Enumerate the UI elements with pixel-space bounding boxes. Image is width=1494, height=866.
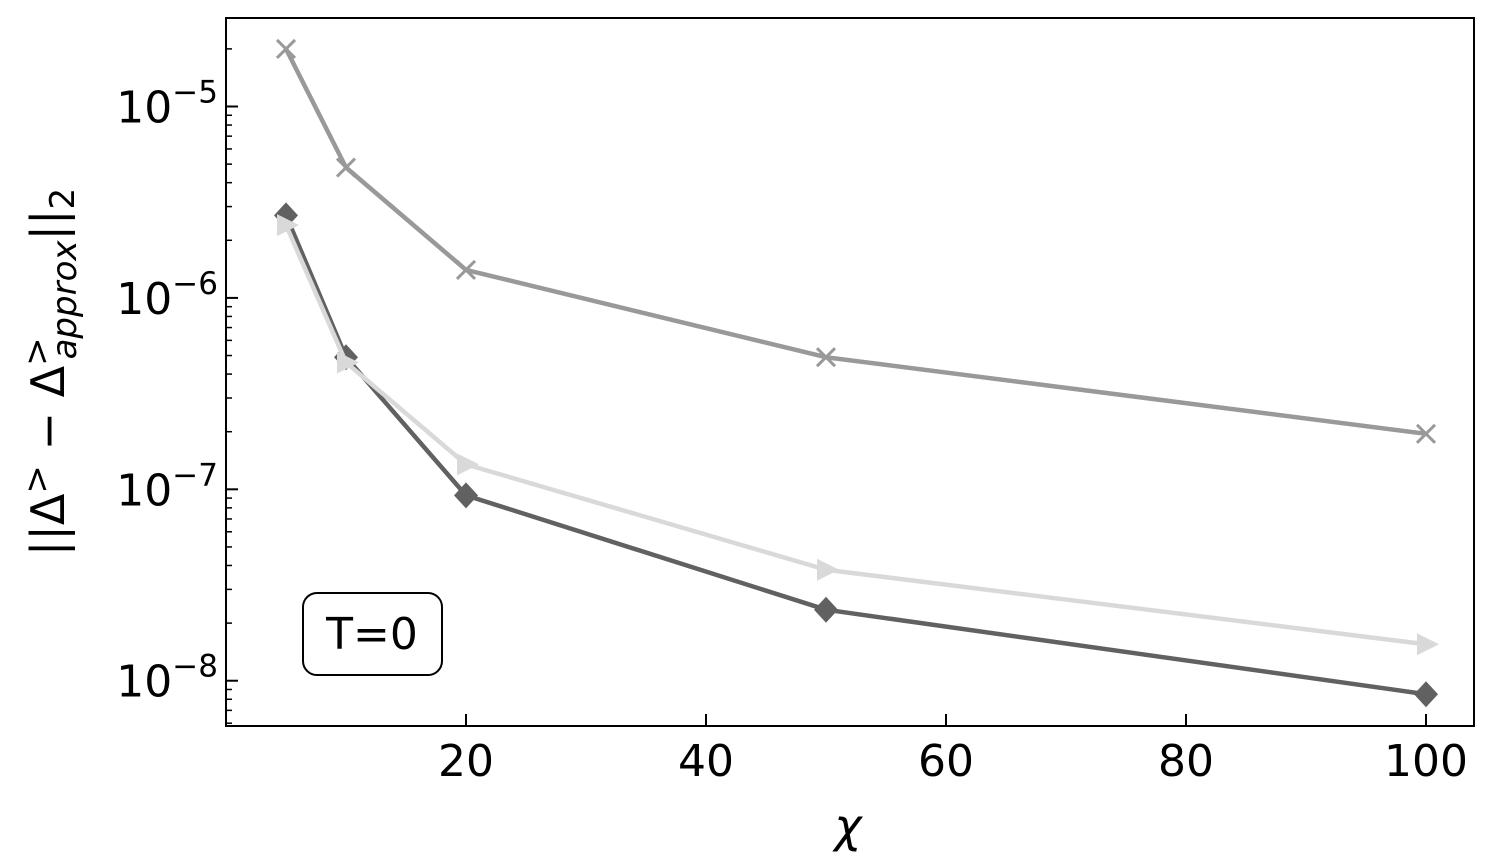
x-tick-label: 20 <box>438 736 494 787</box>
x-tick-label: 60 <box>918 736 974 787</box>
annotation-text: T=0 <box>325 609 418 660</box>
data-point-x <box>1415 423 1437 444</box>
data-point-diamond <box>814 596 838 623</box>
data-point-triangle <box>817 558 839 581</box>
y-axis-label-sup2: > <box>17 337 57 366</box>
y-tick-label: 10−5 <box>116 75 218 134</box>
x-tick-label: 80 <box>1158 736 1214 787</box>
data-point-triangle <box>1417 633 1439 656</box>
x-tick-label: 40 <box>678 736 734 787</box>
data-point-triangle <box>277 214 299 237</box>
x-axis-label: χ <box>831 799 863 853</box>
y-axis-label-mid: − Δ <box>21 365 75 465</box>
data-point-x <box>455 259 477 281</box>
data-point-x <box>815 347 837 368</box>
series-triangle-right <box>277 214 1439 656</box>
y-axis-label-group: ||Δ> − Δ>approx||2 <box>17 188 85 556</box>
series-layer <box>274 38 1439 708</box>
data-point-x <box>335 157 357 178</box>
y-axis-label-sup1: > <box>17 465 57 494</box>
annotation-box: T=0 <box>302 592 443 676</box>
data-point-diamond <box>454 482 478 509</box>
y-axis-label-suffix: || <box>21 210 76 241</box>
tick-labels: 20 40 60 80 100 10−8 10−7 10−6 10−5 <box>116 75 1468 787</box>
series-x <box>275 38 1437 444</box>
data-point-triangle <box>337 351 359 374</box>
y-axis-label-prefix: ||Δ <box>21 493 76 556</box>
data-point-x <box>275 38 297 59</box>
x-tick-label: 100 <box>1384 736 1468 787</box>
data-point-triangle <box>457 453 479 476</box>
data-point-diamond <box>1414 681 1438 708</box>
y-axis-label-sub-end: 2 <box>43 188 83 210</box>
y-tick-label: 10−6 <box>116 266 218 325</box>
y-tick-label: 10−7 <box>116 457 218 516</box>
y-axis-label-sub2: approx <box>45 240 85 360</box>
annotation-frame <box>302 592 443 676</box>
y-axis-label: ||Δ> − Δ>approx||2 <box>17 188 85 556</box>
plot-frame <box>225 17 1475 727</box>
y-tick-label: 10−8 <box>116 649 218 708</box>
